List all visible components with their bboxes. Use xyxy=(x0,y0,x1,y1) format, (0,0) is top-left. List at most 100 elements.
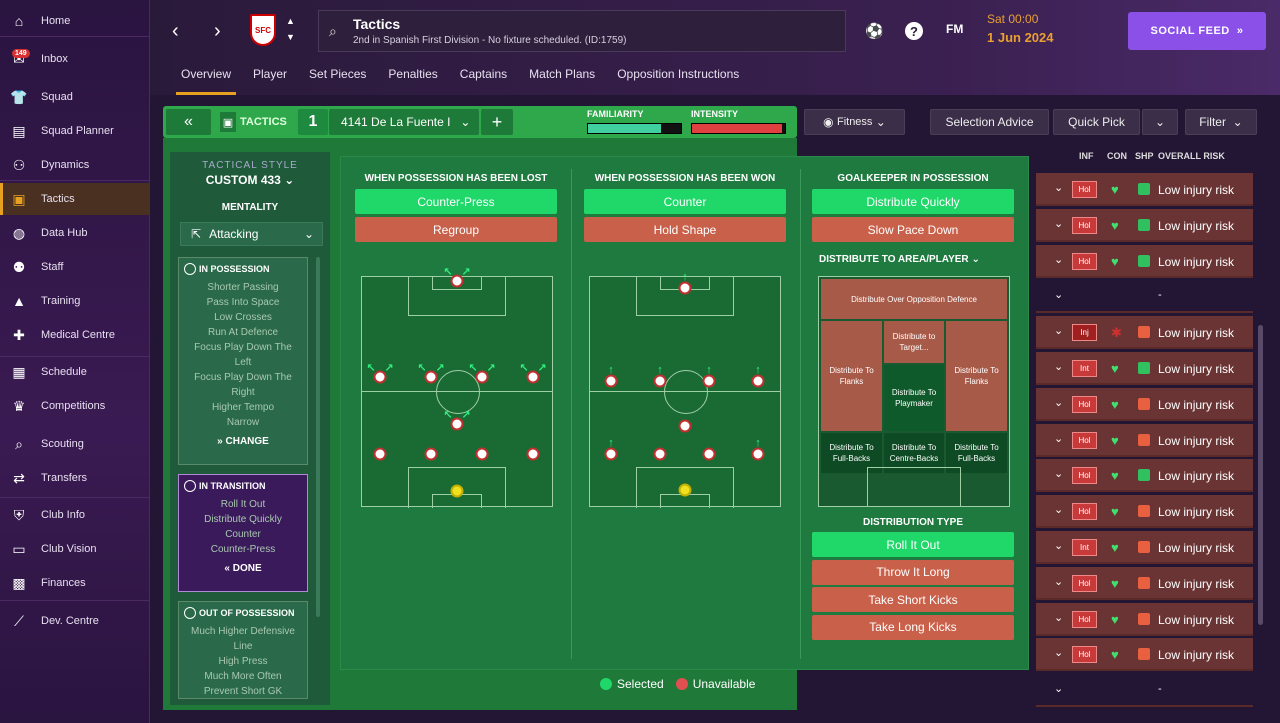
chevron-down-icon[interactable]: ⌄ xyxy=(1054,432,1064,445)
distribution-take-short-kicks[interactable]: Take Short Kicks xyxy=(812,587,1014,612)
tactical-style-select[interactable]: CUSTOM 433 ⌄ xyxy=(205,173,295,187)
sidebar-item-competitions[interactable]: ♛ Competitions xyxy=(0,390,150,422)
in-possession-box[interactable]: IN POSSESSION Shorter Passing Pass Into S… xyxy=(178,257,308,465)
scrollbar[interactable] xyxy=(1258,325,1263,625)
tab-overview[interactable]: Overview xyxy=(170,67,242,95)
table-row[interactable]: ⌄ - xyxy=(1036,280,1253,314)
inf-badge[interactable]: Hol xyxy=(1072,395,1097,413)
distribution-take-long-kicks[interactable]: Take Long Kicks xyxy=(812,614,1014,640)
selection-advice-button[interactable]: Selection Advice xyxy=(930,109,1049,135)
tab-captains[interactable]: Captains xyxy=(459,67,508,81)
table-row[interactable]: ⌄ Hol ♥ Low injury risk xyxy=(1036,495,1253,529)
tab-set-pieces[interactable]: Set Pieces xyxy=(309,67,367,81)
inf-badge[interactable]: Inj xyxy=(1072,324,1097,342)
distribution-throw-it-long[interactable]: Throw It Long xyxy=(812,559,1014,585)
inf-badge[interactable]: Hol xyxy=(1072,431,1097,449)
sidebar-item-squad[interactable]: 👕 Squad xyxy=(0,81,150,113)
change-button[interactable]: » CHANGE xyxy=(217,436,269,447)
inf-badge[interactable]: Hol xyxy=(1072,181,1097,198)
option-counter-press[interactable]: Counter-Press xyxy=(355,189,557,214)
zone-playmaker[interactable]: Distribute To Playmaker xyxy=(884,365,944,431)
search-bar[interactable]: ⌕ Tactics 2nd in Spanish First Division … xyxy=(318,10,846,52)
sidebar-item-dynamics[interactable]: ⚇ Dynamics xyxy=(0,149,150,181)
chevron-down-icon[interactable]: ⌄ xyxy=(1054,540,1064,552)
chevron-down-icon[interactable]: ▼ xyxy=(286,32,295,42)
sidebar-item-tactics[interactable]: ▣ Tactics xyxy=(0,183,150,215)
chevron-down-icon[interactable]: ⌄ xyxy=(1054,253,1064,266)
sidebar-item-club-vision[interactable]: ▭ Club Vision xyxy=(0,533,150,565)
sidebar-item-dev-centre[interactable]: ⟋ Dev. Centre xyxy=(0,605,150,637)
zone-over-defence[interactable]: Distribute Over Opposition Defence xyxy=(821,279,1007,319)
table-row[interactable]: ⌄ Hol ♥ Low injury risk xyxy=(1036,208,1253,242)
tab-penalties[interactable]: Penalties xyxy=(388,67,438,81)
option-regroup[interactable]: Regroup xyxy=(355,217,557,242)
zone-full-backs-right[interactable]: Distribute To Full-Backs xyxy=(946,433,1007,473)
sidebar-item-staff[interactable]: ⚉ Staff xyxy=(0,251,150,283)
sidebar-item-club-info[interactable]: ⛨ Club Info xyxy=(0,499,150,531)
chevron-down-icon[interactable]: ⌄ xyxy=(1054,468,1064,481)
ball-icon[interactable]: ⚽ xyxy=(865,23,884,40)
inf-badge[interactable]: Hol xyxy=(1072,646,1097,664)
table-row[interactable]: ⌄ Hol ♥ Low injury risk xyxy=(1036,638,1253,672)
table-row[interactable]: ⌄ Hol ♥ Low injury risk xyxy=(1036,459,1253,493)
sidebar-item-scouting[interactable]: ⌕ Scouting xyxy=(0,428,150,460)
sidebar-item-training[interactable]: ▲ Training xyxy=(0,285,150,317)
familiarity-meter[interactable] xyxy=(587,123,682,134)
chevron-down-icon[interactable]: ⌄ xyxy=(1054,683,1064,696)
left-scrollbar[interactable] xyxy=(316,257,320,617)
inf-badge[interactable]: Int xyxy=(1072,360,1097,377)
table-row[interactable]: ⌄ Hol ♥ Low injury risk xyxy=(1036,244,1253,278)
table-row[interactable]: ⌄ Hol ♥ Low injury risk xyxy=(1036,602,1253,636)
sidebar-item-inbox[interactable]: ✉ 149 Inbox xyxy=(0,43,150,75)
zone-target[interactable]: Distribute to Target... xyxy=(884,321,944,363)
sidebar-item-finances[interactable]: ▩ Finances xyxy=(0,567,150,599)
tactic-select[interactable]: 4141 De La Fuente I ⌄ xyxy=(329,109,479,135)
table-row[interactable]: ⌄ Int ♥ Low injury risk xyxy=(1036,531,1253,564)
chevron-down-icon[interactable]: ⌄ xyxy=(1054,575,1064,588)
social-feed-button[interactable]: SOCIAL FEED » xyxy=(1128,12,1266,50)
back-arrow-icon[interactable]: ‹ xyxy=(172,20,179,42)
quick-pick-chevron-icon[interactable]: ⌄ xyxy=(1142,109,1178,135)
option-distribute-quickly[interactable]: Distribute Quickly xyxy=(812,189,1014,214)
table-row[interactable]: ⌄ Hol ♥ Low injury risk xyxy=(1036,173,1253,206)
intensity-meter[interactable] xyxy=(691,123,786,134)
inf-badge[interactable]: Hol xyxy=(1072,610,1097,628)
table-row[interactable]: ⌄ Hol ♥ Low injury risk xyxy=(1036,566,1253,600)
inf-badge[interactable]: Hol xyxy=(1072,503,1097,521)
zone-centre-backs[interactable]: Distribute To Centre-Backs xyxy=(884,433,944,473)
chevron-up-icon[interactable]: ▲ xyxy=(286,16,295,26)
inf-badge[interactable]: Int xyxy=(1072,539,1097,556)
sidebar-item-squad-planner[interactable]: ▤ Squad Planner xyxy=(0,115,150,147)
sidebar-item-schedule[interactable]: ▦ Schedule xyxy=(0,356,150,388)
chevron-down-icon[interactable]: ⌄ xyxy=(1054,325,1064,338)
game-date[interactable]: Sat 00:00 1 Jun 2024 xyxy=(987,12,1107,45)
table-row[interactable]: ⌄ Int ♥ Low injury risk xyxy=(1036,352,1253,385)
chevron-down-icon[interactable]: ⌄ xyxy=(1054,611,1064,624)
zone-flanks-left[interactable]: Distribute To Flanks xyxy=(821,321,882,431)
chevron-down-icon[interactable]: ⌄ xyxy=(1054,396,1064,409)
filter-button[interactable]: Filter ⌄ xyxy=(1185,109,1257,135)
mentality-select[interactable]: ⇱ Attacking ⌄ xyxy=(180,222,323,246)
inf-badge[interactable]: Hol xyxy=(1072,467,1097,485)
in-transition-box[interactable]: IN TRANSITION Roll It Out Distribute Quic… xyxy=(178,474,308,592)
table-row[interactable]: ⌄ Hol ♥ Low injury risk xyxy=(1036,387,1253,421)
forward-arrow-icon[interactable]: › xyxy=(214,20,221,42)
done-button[interactable]: « DONE xyxy=(224,563,262,574)
inf-badge[interactable]: Hol xyxy=(1072,574,1097,592)
chevron-down-icon[interactable]: ⌄ xyxy=(1054,289,1064,302)
table-row[interactable]: ⌄ - xyxy=(1036,674,1253,708)
distribution-roll-it-out[interactable]: Roll It Out xyxy=(812,532,1014,557)
chevron-down-icon[interactable]: ⌄ xyxy=(1054,217,1064,230)
option-hold-shape[interactable]: Hold Shape xyxy=(584,217,786,242)
table-row[interactable]: ⌄ Inj ✱ Low injury risk xyxy=(1036,316,1253,350)
out-of-possession-box[interactable]: OUT OF POSSESSION Much Higher Defensive L… xyxy=(178,601,308,699)
tactic-slot[interactable]: 1 xyxy=(298,109,328,135)
sidebar-item-home[interactable]: ⌂ Home xyxy=(0,5,150,37)
fm-menu[interactable]: FM xyxy=(946,22,964,36)
tab-player[interactable]: Player xyxy=(253,67,288,81)
chevron-down-icon[interactable]: ⌄ xyxy=(1054,361,1064,373)
club-crest[interactable]: SFC xyxy=(250,14,276,46)
add-tactic-button[interactable]: + xyxy=(481,109,513,135)
inf-badge[interactable]: Hol xyxy=(1072,216,1097,234)
option-counter[interactable]: Counter xyxy=(584,189,786,214)
